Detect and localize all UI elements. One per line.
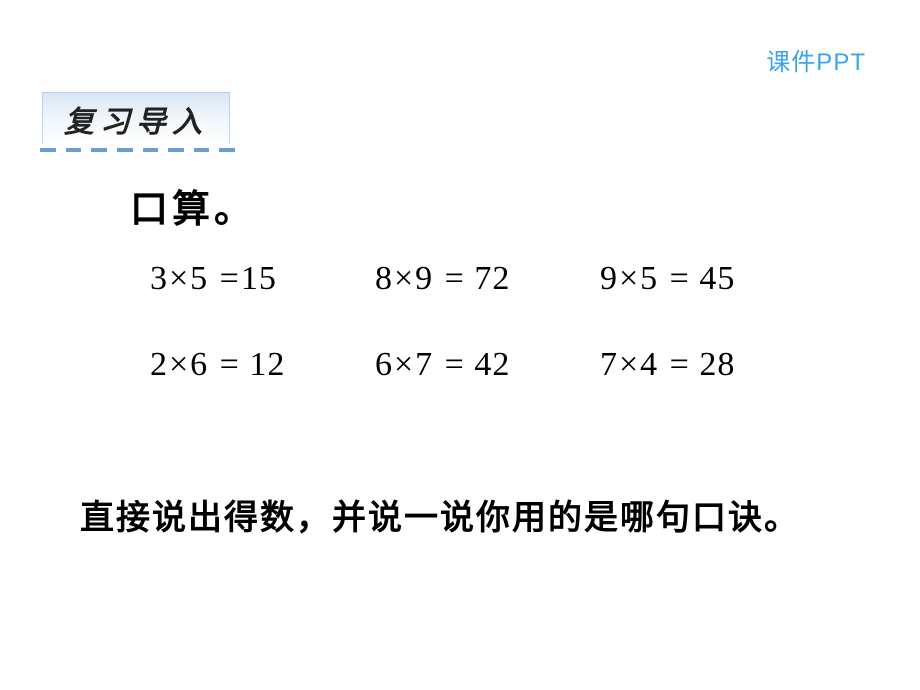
equation: 2×6 = 12: [150, 346, 375, 384]
watermark-label: 课件PPT: [766, 42, 866, 77]
equation-answer: 28: [699, 346, 735, 383]
section-dashed-underline: [40, 148, 235, 152]
equation-expr: 8×9 =: [375, 260, 466, 297]
equation-answer: 12: [249, 346, 285, 383]
section-header-text: 复习导入: [64, 97, 208, 141]
equation-expr: 2×6 =: [150, 346, 241, 383]
subtitle: 口算。: [130, 178, 256, 233]
equation-expr: 3×5 =: [150, 260, 241, 297]
dash-segment: [143, 148, 159, 152]
dash-segment: [168, 148, 184, 152]
equation: 3×5 =15: [150, 260, 375, 298]
equation-expr: 9×5 =: [600, 260, 691, 297]
equation: 7×4 = 28: [600, 346, 825, 384]
equation-row: 2×6 = 12 6×7 = 42 7×4 = 28: [150, 346, 830, 384]
dash-segment: [40, 148, 56, 152]
equation: 8×9 = 72: [375, 260, 600, 298]
equation-row: 3×5 =15 8×9 = 72 9×5 = 45: [150, 260, 830, 298]
dash-segment: [194, 148, 210, 152]
equation-answer: 45: [699, 260, 735, 297]
section-header: 复习导入: [42, 92, 230, 144]
equations-grid: 3×5 =15 8×9 = 72 9×5 = 45 2×6 = 12 6×7 =…: [150, 260, 830, 432]
dash-segment: [117, 148, 133, 152]
equation-answer: 15: [241, 260, 277, 297]
dash-segment: [219, 148, 235, 152]
dash-segment: [91, 148, 107, 152]
equation-expr: 6×7 =: [375, 346, 466, 383]
equation: 6×7 = 42: [375, 346, 600, 384]
dash-segment: [66, 148, 82, 152]
instruction-text: 直接说出得数，并说一说你用的是哪句口诀。: [80, 490, 800, 539]
equation-answer: 42: [474, 346, 510, 383]
equation-answer: 72: [474, 260, 510, 297]
equation-expr: 7×4 =: [600, 346, 691, 383]
equation: 9×5 = 45: [600, 260, 825, 298]
